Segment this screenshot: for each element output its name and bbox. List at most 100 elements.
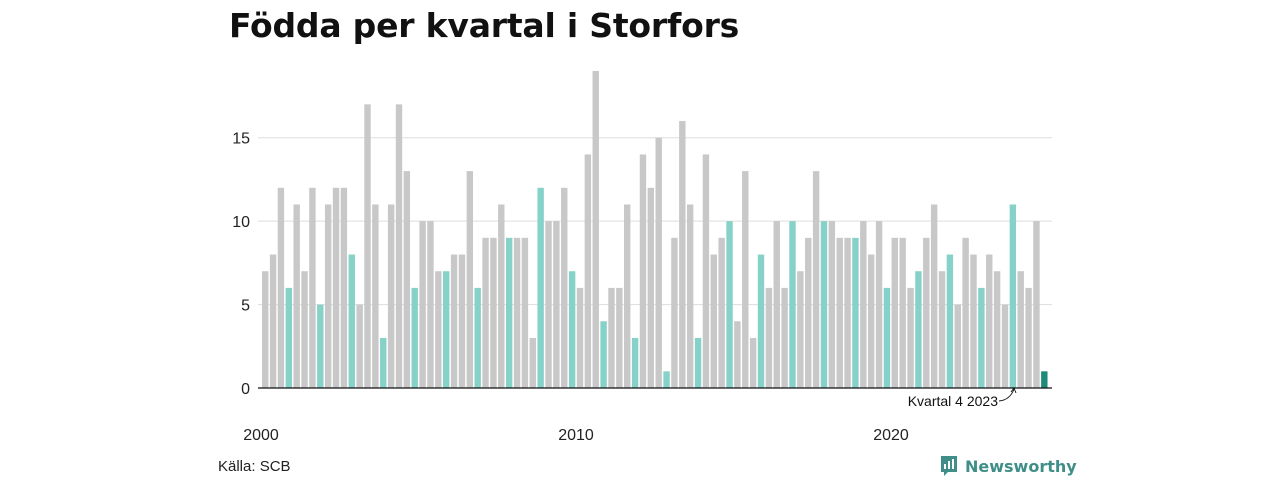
bar[interactable] [482, 237, 489, 388]
bar[interactable] [277, 187, 285, 388]
bar[interactable] [332, 187, 340, 388]
bar[interactable] [907, 287, 914, 388]
bar[interactable] [970, 254, 977, 388]
bar[interactable] [702, 154, 710, 388]
bar[interactable] [891, 237, 898, 388]
bar[interactable] [309, 187, 316, 388]
bar[interactable] [1017, 271, 1024, 388]
bar[interactable] [946, 254, 954, 388]
bar[interactable] [686, 204, 694, 388]
bar[interactable] [1025, 287, 1032, 388]
bar[interactable] [757, 254, 765, 388]
bar[interactable] [883, 287, 891, 388]
bar[interactable] [930, 204, 938, 388]
bar[interactable] [553, 221, 560, 388]
bar[interactable] [765, 287, 773, 388]
bar[interactable] [513, 237, 521, 388]
bar[interactable] [631, 337, 639, 388]
bar[interactable] [962, 237, 969, 388]
bar[interactable] [986, 254, 993, 388]
bar[interactable] [427, 221, 434, 388]
bar[interactable] [301, 271, 308, 388]
bar[interactable] [466, 171, 474, 388]
bar[interactable] [450, 254, 458, 388]
bar[interactable] [789, 221, 796, 388]
bar[interactable] [805, 237, 812, 388]
bar[interactable] [293, 204, 300, 388]
bar[interactable] [584, 154, 592, 388]
bar[interactable] [624, 204, 631, 388]
bar[interactable] [923, 237, 930, 388]
bar[interactable] [262, 271, 269, 388]
bar[interactable] [521, 237, 529, 388]
bar[interactable] [860, 221, 867, 388]
bar[interactable] [679, 121, 686, 389]
bar[interactable] [694, 337, 702, 388]
bar[interactable] [1001, 304, 1009, 388]
bar[interactable] [749, 337, 757, 388]
bar[interactable] [993, 271, 1001, 388]
bar[interactable] [537, 187, 544, 388]
bar[interactable] [364, 104, 371, 389]
bar[interactable] [836, 237, 843, 388]
bar[interactable] [324, 204, 332, 388]
bar[interactable] [443, 271, 450, 388]
bar[interactable] [340, 187, 348, 388]
bar[interactable] [576, 287, 584, 388]
bar[interactable] [505, 237, 513, 388]
bar[interactable] [954, 304, 961, 388]
bar[interactable] [915, 271, 922, 388]
bar[interactable] [561, 187, 568, 388]
bar[interactable] [978, 287, 985, 388]
bar[interactable] [812, 171, 820, 388]
bar[interactable] [372, 204, 379, 388]
bar[interactable] [458, 254, 466, 388]
bar[interactable] [844, 237, 851, 388]
bar[interactable] [568, 271, 576, 388]
bar[interactable] [867, 254, 875, 388]
bar[interactable] [899, 237, 906, 388]
bar[interactable] [600, 321, 607, 388]
bar[interactable] [490, 237, 497, 388]
bar[interactable] [938, 271, 946, 388]
bar[interactable] [387, 204, 395, 388]
brand-logo[interactable]: Newsworthy [939, 455, 1077, 477]
bar[interactable] [734, 321, 741, 388]
bar[interactable] [380, 337, 387, 388]
bar[interactable] [545, 221, 552, 388]
bar[interactable] [663, 371, 670, 388]
bar[interactable] [419, 221, 426, 388]
bar[interactable] [639, 154, 647, 388]
bar[interactable] [710, 254, 717, 388]
bar[interactable] [592, 71, 599, 388]
bar[interactable] [411, 287, 418, 388]
bar[interactable] [403, 171, 411, 388]
bar[interactable] [616, 287, 623, 388]
bar[interactable] [828, 221, 836, 388]
bar[interactable] [269, 254, 277, 388]
bar[interactable] [852, 237, 859, 388]
bar[interactable] [647, 187, 655, 388]
bar[interactable] [498, 204, 505, 388]
bar[interactable] [348, 254, 355, 388]
bar[interactable] [718, 237, 725, 388]
bar[interactable] [797, 271, 804, 388]
bar[interactable] [726, 221, 733, 388]
bar[interactable] [317, 304, 324, 388]
bar[interactable] [742, 171, 749, 388]
bar[interactable] [781, 287, 788, 388]
bar[interactable] [435, 271, 442, 388]
bar[interactable] [1009, 204, 1017, 388]
bar[interactable] [1033, 221, 1040, 388]
bar[interactable] [820, 221, 828, 388]
bar[interactable] [285, 287, 293, 388]
bar[interactable] [773, 221, 780, 388]
bar[interactable] [395, 104, 403, 389]
bar[interactable] [474, 287, 481, 388]
bar[interactable] [356, 304, 363, 388]
bar[interactable] [875, 221, 883, 388]
bar[interactable] [655, 137, 662, 388]
bar[interactable] [671, 237, 678, 388]
bar[interactable] [608, 287, 615, 388]
bar[interactable] [529, 337, 536, 388]
